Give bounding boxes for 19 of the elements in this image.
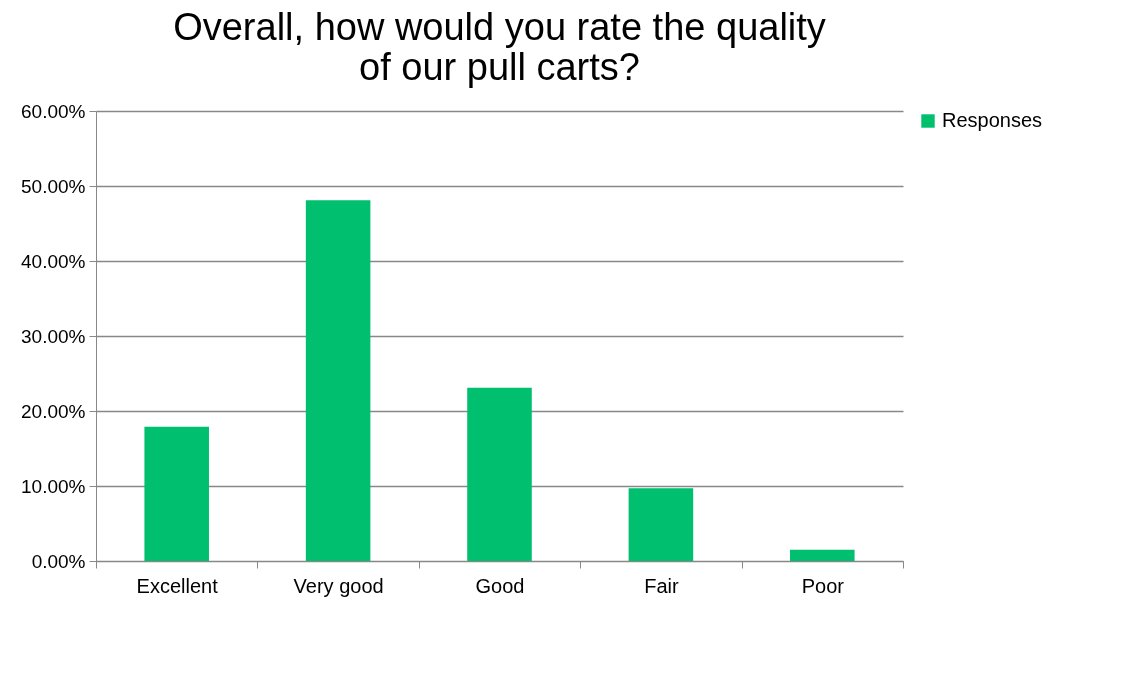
x-tick-label: Very good [293, 574, 384, 597]
bar [144, 426, 209, 561]
y-tick-label: 40.00% [21, 250, 86, 272]
legend-label: Responses [942, 109, 1043, 131]
y-tick-label: 0.00% [31, 550, 86, 572]
y-tick-label: 20.00% [21, 400, 86, 422]
y-tick-label: 10.00% [21, 475, 86, 497]
chart-title: Overall, how would you rate the quality of our pull carts? [173, 6, 826, 88]
bar [628, 488, 694, 561]
x-tick-label: Fair [644, 574, 679, 597]
y-tick-label: 50.00% [21, 175, 86, 197]
bar [790, 549, 855, 561]
x-tick-label: Good [475, 574, 525, 597]
bar [305, 200, 371, 561]
y-tick-label: 30.00% [21, 325, 86, 347]
x-tick-label: Excellent [136, 574, 219, 597]
y-tick-label: 60.00% [21, 100, 86, 122]
bar [467, 387, 532, 561]
x-tick-label: Poor [801, 574, 845, 597]
